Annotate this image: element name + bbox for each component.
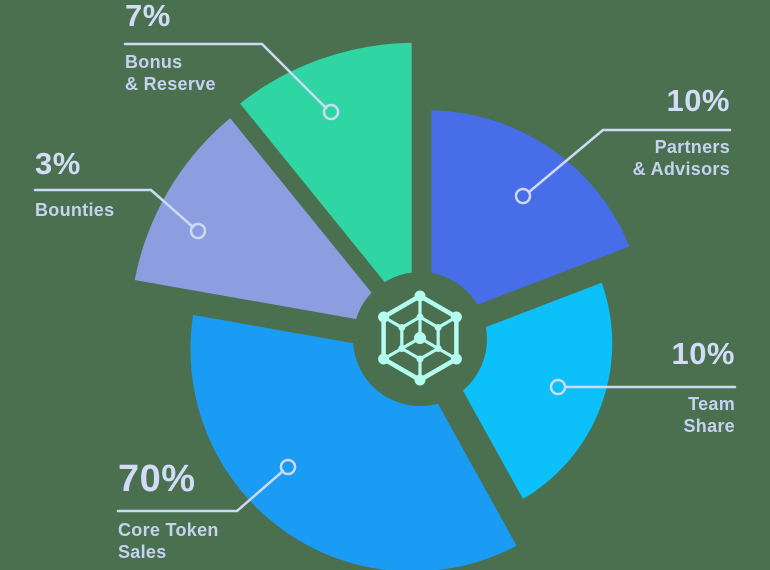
core-token-sales-label: Core Token Sales — [118, 519, 219, 563]
partners-advisors-percent: 10% — [666, 83, 730, 118]
label-line: Team — [688, 394, 735, 414]
core-token-sales-percent: 70% — [118, 458, 196, 500]
network-icon-node — [450, 311, 462, 323]
label-line: & Reserve — [125, 74, 216, 94]
label-line: & Advisors — [632, 159, 730, 179]
team-share-label: Team Share — [683, 393, 735, 437]
callout-dot-bounties — [189, 222, 207, 240]
bonus-reserve-percent: 7% — [125, 0, 171, 33]
network-icon-node — [398, 345, 406, 352]
network-icon-node — [414, 290, 426, 302]
callout-dot-core — [279, 458, 297, 476]
pie-slice-core-token-sales — [182, 306, 527, 570]
label-line: Partners — [654, 137, 730, 157]
bounties-label: Bounties — [35, 199, 114, 221]
pie-slice-partners-advisors — [423, 102, 639, 333]
label-line: Share — [683, 416, 735, 436]
callout-line-partners — [527, 128, 732, 194]
bounties-percent: 3% — [35, 146, 81, 181]
label-line: Bonus — [125, 52, 183, 72]
network-icon-node — [434, 324, 442, 331]
label-line: Bounties — [35, 200, 115, 220]
pie-slice-bonus-reserve — [230, 34, 420, 331]
label-line: Sales — [118, 542, 167, 562]
network-icon-node — [450, 353, 462, 365]
network-icon-node — [378, 353, 390, 365]
bonus-reserve-label: Bonus & Reserve — [125, 51, 216, 95]
label-line: Core Token — [118, 520, 219, 540]
callout-dot-bonus — [322, 103, 340, 121]
partners-advisors-label: Partners & Advisors — [633, 136, 730, 180]
network-icon-node — [378, 311, 390, 323]
network-icon-node — [416, 355, 424, 363]
callout-line-core — [116, 469, 285, 513]
network-icon-node — [398, 324, 406, 331]
network-icon-node — [416, 313, 424, 321]
callout-dot-team — [549, 378, 567, 396]
callout-dot-partners — [514, 187, 532, 205]
network-icon-center-node — [414, 332, 426, 344]
callout-line-bonus — [123, 42, 328, 110]
network-icon-node — [434, 345, 442, 352]
callout-line-bounties — [33, 188, 195, 229]
team-share-percent: 10% — [671, 336, 735, 371]
network-icon-node — [414, 374, 426, 386]
pie-slice-bounties — [126, 108, 413, 337]
